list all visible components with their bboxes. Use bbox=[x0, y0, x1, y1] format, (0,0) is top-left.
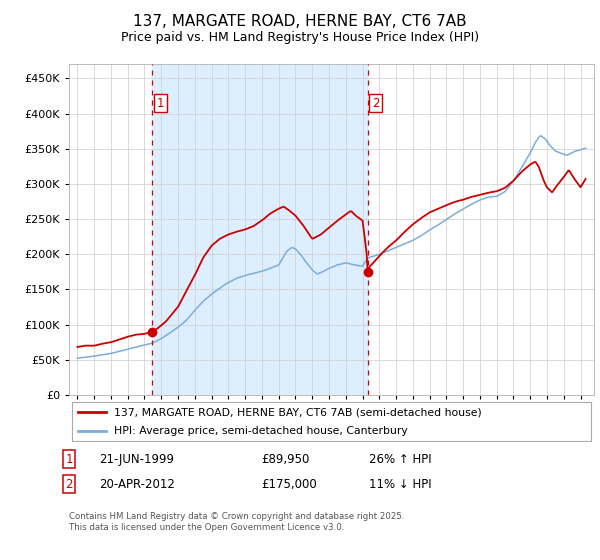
Text: 137, MARGATE ROAD, HERNE BAY, CT6 7AB (semi-detached house): 137, MARGATE ROAD, HERNE BAY, CT6 7AB (s… bbox=[113, 407, 481, 417]
Text: 137, MARGATE ROAD, HERNE BAY, CT6 7AB: 137, MARGATE ROAD, HERNE BAY, CT6 7AB bbox=[133, 14, 467, 29]
Text: 2: 2 bbox=[372, 96, 379, 110]
Text: 11% ↓ HPI: 11% ↓ HPI bbox=[369, 478, 431, 491]
Text: HPI: Average price, semi-detached house, Canterbury: HPI: Average price, semi-detached house,… bbox=[113, 426, 407, 436]
Text: 26% ↑ HPI: 26% ↑ HPI bbox=[369, 452, 431, 466]
Text: 1: 1 bbox=[65, 452, 73, 466]
Text: 21-JUN-1999: 21-JUN-1999 bbox=[99, 452, 174, 466]
Bar bbox=[152, 64, 368, 395]
Text: £89,950: £89,950 bbox=[261, 452, 310, 466]
Text: £175,000: £175,000 bbox=[261, 478, 317, 491]
FancyBboxPatch shape bbox=[71, 402, 592, 441]
Text: 20-APR-2012: 20-APR-2012 bbox=[99, 478, 175, 491]
Text: Price paid vs. HM Land Registry's House Price Index (HPI): Price paid vs. HM Land Registry's House … bbox=[121, 31, 479, 44]
Text: 1: 1 bbox=[157, 96, 164, 110]
Text: Contains HM Land Registry data © Crown copyright and database right 2025.
This d: Contains HM Land Registry data © Crown c… bbox=[69, 512, 404, 532]
Text: 2: 2 bbox=[65, 478, 73, 491]
